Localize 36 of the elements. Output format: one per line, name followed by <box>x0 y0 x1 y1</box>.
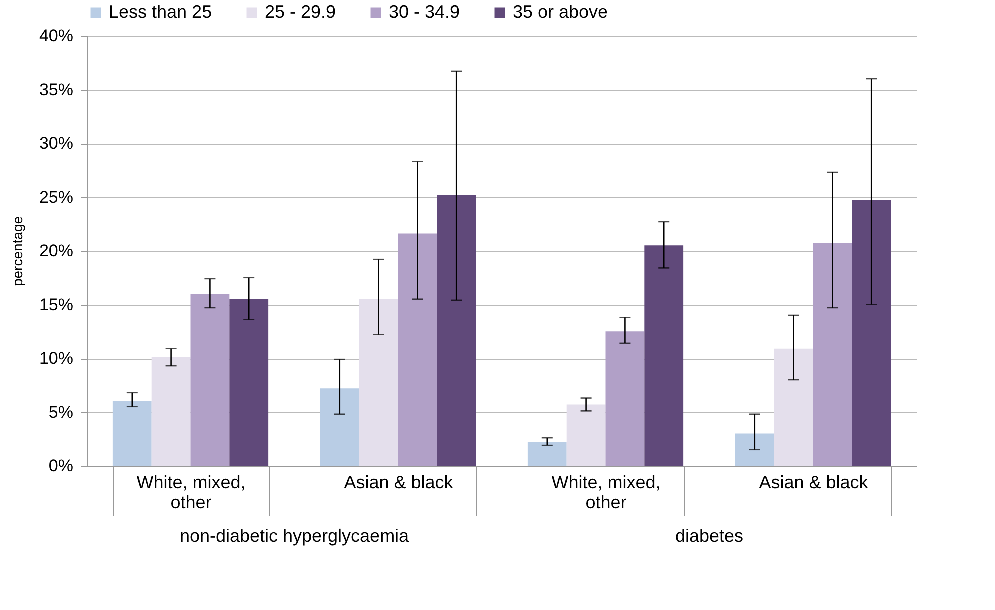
y-tick-label: 25% <box>39 188 74 207</box>
bar <box>774 348 814 466</box>
legend-label: Less than 25 <box>109 2 212 22</box>
bar <box>528 442 567 466</box>
bar <box>606 332 645 466</box>
bar <box>566 404 606 466</box>
bar <box>152 357 191 466</box>
text: non-diabetic hyperglycaemia <box>180 526 410 546</box>
y-tick-label: 15% <box>39 295 74 314</box>
bar <box>735 434 774 466</box>
y-tick-label: 20% <box>39 242 74 260</box>
legend-label: 35 or above <box>513 2 608 22</box>
y-tick-label: 35% <box>39 80 74 100</box>
x-tick-label: Asian & black <box>344 472 454 492</box>
bar <box>398 234 438 466</box>
y-tick-label: 0% <box>48 456 74 476</box>
bar <box>112 402 152 466</box>
bar <box>320 388 360 466</box>
bar <box>813 243 852 466</box>
y-tick-label: 5% <box>48 402 74 422</box>
bar <box>359 299 398 466</box>
x-tick-label: White, mixed, other <box>136 472 246 512</box>
y-tick-label: 30% <box>39 134 74 153</box>
x-tick-label: White, mixed, other <box>552 472 661 512</box>
x-tick-label: Asian & black <box>759 472 870 492</box>
bar <box>437 195 476 466</box>
y-axis-title: percentage <box>9 216 26 287</box>
bar <box>644 246 684 466</box>
legend-label: 30 - 34.9 <box>389 2 460 22</box>
y-tick-label: 10% <box>39 349 74 368</box>
bar <box>190 294 230 466</box>
legend-label: 25 - 29.9 <box>265 2 336 22</box>
y-tick-label: 40% <box>39 26 74 46</box>
bar <box>230 299 269 466</box>
text: diabetes <box>675 526 744 546</box>
bar <box>852 200 892 466</box>
